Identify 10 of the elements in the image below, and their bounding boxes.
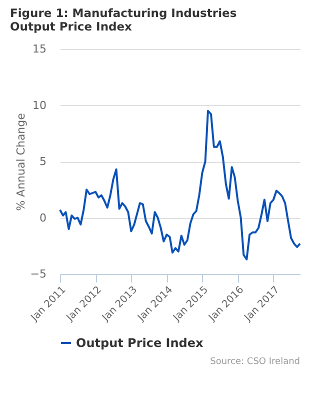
y-tick-label: 15 — [32, 42, 46, 56]
chart-title: Figure 1: Manufacturing Industries Output Price Index — [10, 6, 237, 34]
y-tick-label: −5 — [30, 268, 46, 280]
line-series — [59, 110, 301, 260]
y-tick-label: 0 — [40, 211, 46, 224]
y-tick-label: 5 — [40, 155, 46, 168]
source-note: Source: CSO Ireland — [210, 357, 300, 367]
legend-label: Output Price Index — [76, 336, 204, 350]
y-axis-title: % Annual Change — [14, 112, 28, 211]
y-tick-label: 10 — [32, 98, 46, 112]
